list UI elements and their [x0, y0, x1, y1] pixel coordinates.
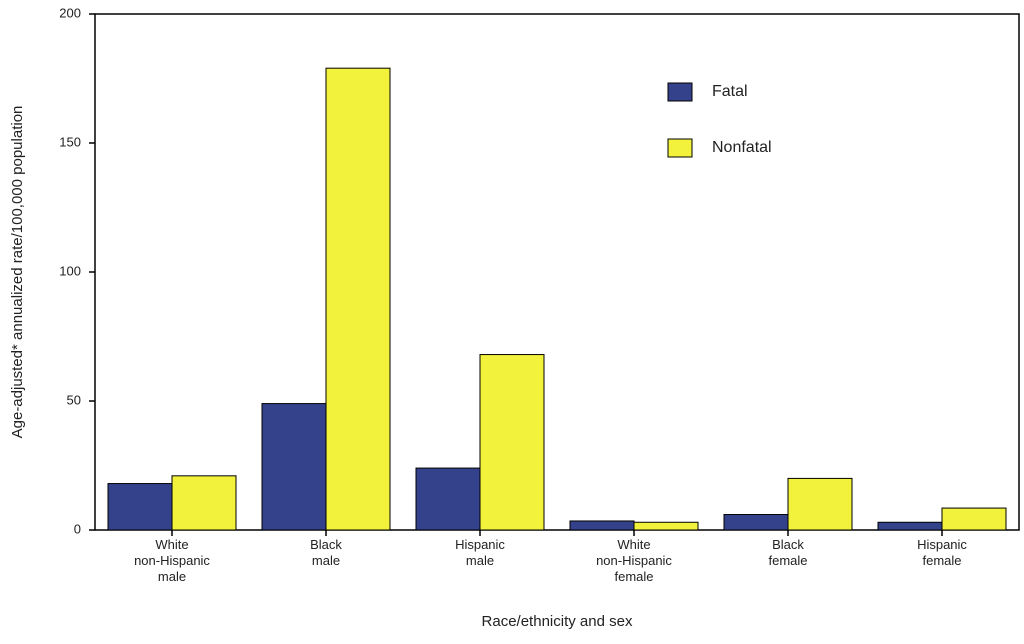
legend-label: Nonfatal [712, 139, 772, 156]
x-tick-label: Hispanic male [455, 537, 505, 568]
bar [325, 67, 391, 531]
x-tick-label-line: male [158, 569, 186, 584]
legend-swatch [667, 82, 693, 102]
x-tick-label-line: non-Hispanic [134, 553, 210, 568]
x-tick-label-line: Hispanic [455, 537, 505, 552]
bar [633, 521, 699, 531]
legend-label: Fatal [712, 83, 748, 100]
y-tick-label: 150 [59, 134, 81, 149]
x-tick-label-line: Hispanic [917, 537, 967, 552]
x-tick-label: White non-Hispanic male [134, 537, 210, 584]
x-tick-label-line: White [617, 537, 650, 552]
bar [171, 475, 237, 531]
x-tick-label-line: male [312, 553, 340, 568]
bar [877, 521, 943, 531]
bar [415, 467, 481, 531]
y-tick-label: 100 [59, 263, 81, 278]
y-axis-label: Age-adjusted* annualized rate/100,000 po… [9, 106, 26, 439]
x-tick-label: Black female [768, 537, 807, 568]
y-tick-label: 0 [74, 521, 81, 536]
legend-swatch [667, 138, 693, 158]
bar [569, 520, 635, 531]
plot-frame [94, 13, 1020, 531]
x-tick-label-line: Black [772, 537, 804, 552]
bar [261, 403, 327, 531]
bar [723, 514, 789, 531]
x-axis-label: Race/ethnicity and sex [482, 613, 633, 630]
y-tick-label: 50 [67, 392, 81, 407]
bar [787, 477, 853, 531]
bar [107, 483, 173, 531]
x-tick-label-line: female [768, 553, 807, 568]
x-tick-label: Black male [310, 537, 342, 568]
x-tick-label: White non-Hispanic female [596, 537, 672, 584]
y-tick-label: 200 [59, 5, 81, 20]
x-tick-label-line: female [614, 569, 653, 584]
x-tick-label-line: female [922, 553, 961, 568]
x-tick-label-line: White [155, 537, 188, 552]
bar [941, 507, 1007, 531]
x-tick-label: Hispanic female [917, 537, 967, 568]
x-tick-label-line: Black [310, 537, 342, 552]
x-tick-label-line: non-Hispanic [596, 553, 672, 568]
bar [479, 354, 545, 531]
x-tick-label-line: male [466, 553, 494, 568]
